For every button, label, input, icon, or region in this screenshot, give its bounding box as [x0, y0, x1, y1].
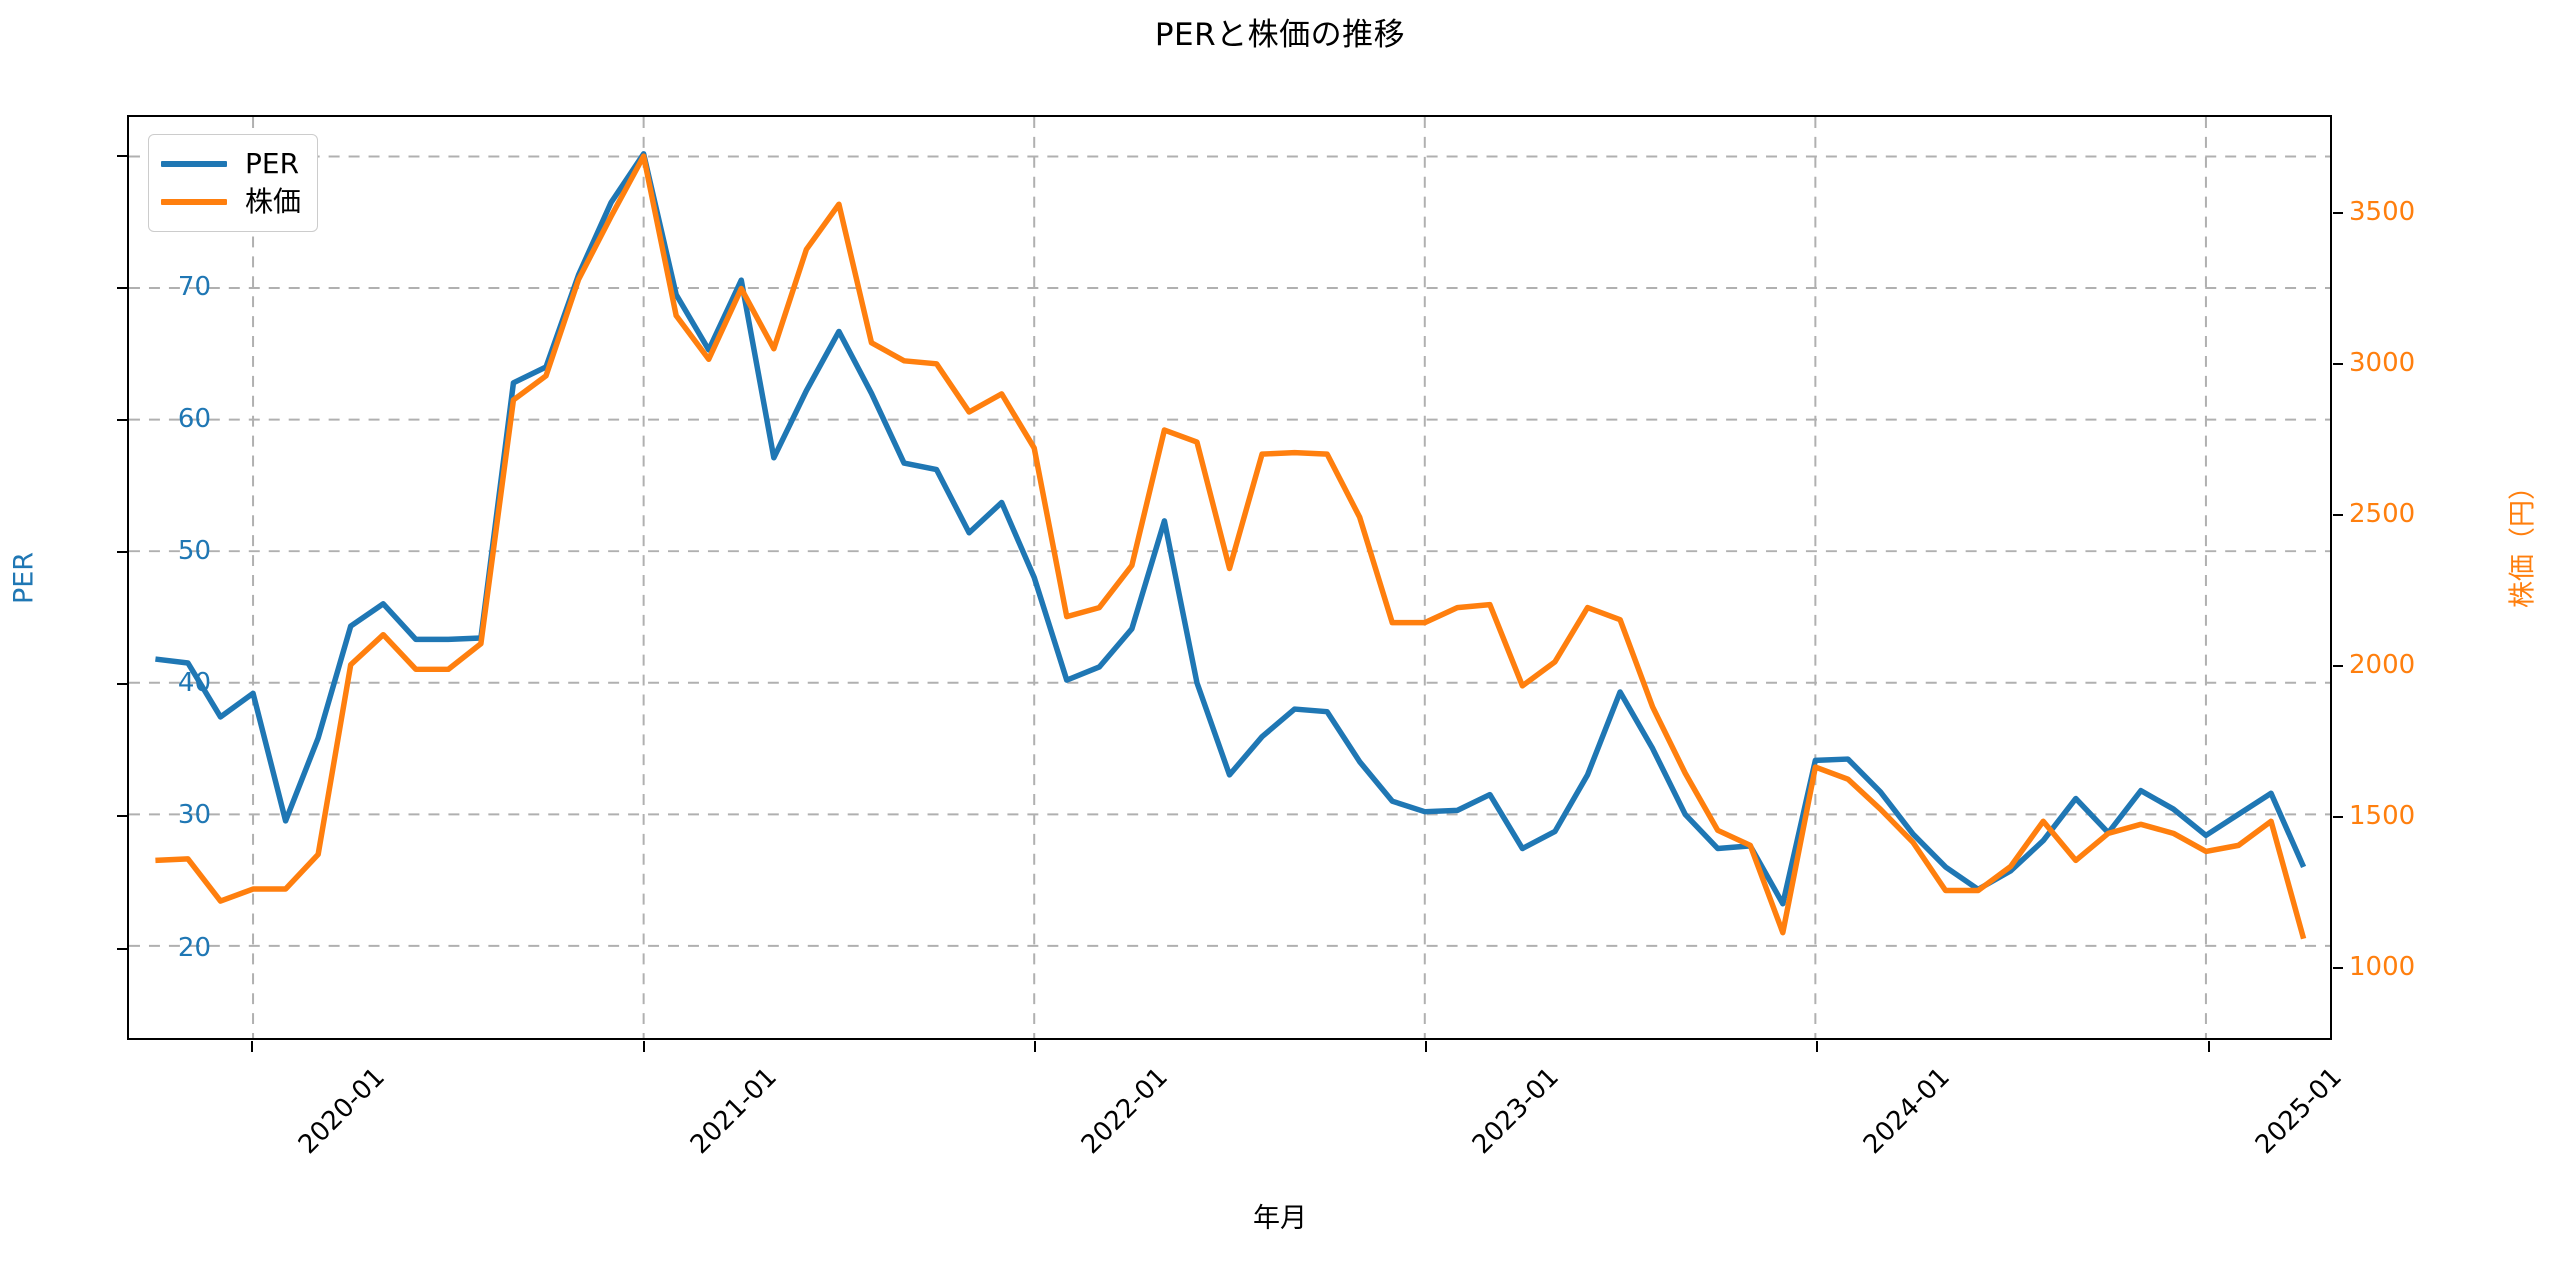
series-line-stock-price	[155, 153, 2307, 940]
y-axis-left-tick-mark	[117, 815, 127, 818]
x-axis-tick-label: 2024-01	[1858, 1062, 1957, 1161]
y-axis-left-tick-label: 30	[177, 800, 211, 831]
y-axis-left-tick-mark	[117, 154, 127, 157]
x-axis-tick-mark	[1425, 1041, 1428, 1052]
x-axis-tick-mark	[251, 1041, 254, 1052]
plot-area	[127, 115, 2332, 1040]
legend-color-swatch	[161, 199, 227, 205]
x-axis-tick-label: 2022-01	[1075, 1062, 1174, 1161]
y-axis-left-tick-mark	[117, 551, 127, 554]
y-axis-left-tick-label: 60	[177, 403, 211, 434]
y-axis-right-tick-mark	[2333, 211, 2343, 214]
y-axis-right-tick-mark	[2333, 514, 2343, 517]
y-axis-left-label: PER	[8, 551, 40, 604]
x-axis-tick-mark	[1033, 1041, 1036, 1052]
y-axis-right-tick-label: 2000	[2349, 650, 2416, 681]
x-axis-tick-mark	[2207, 1041, 2210, 1052]
legend[interactable]: PER 株価	[148, 134, 319, 232]
series-line-per	[155, 151, 2307, 907]
y-axis-left-tick-label: 70	[177, 271, 211, 302]
y-axis-left-label-wrap: PER	[0, 115, 46, 1040]
y-axis-right-label-wrap: 株価（円）	[2490, 115, 2550, 1040]
y-axis-right-tick-mark	[2333, 816, 2343, 819]
x-axis-tick-label: 2020-01	[293, 1062, 392, 1161]
y-axis-right-tick-label: 3500	[2349, 196, 2416, 227]
x-axis-tick-mark	[642, 1041, 645, 1052]
y-axis-right-tick-mark	[2333, 967, 2343, 970]
legend-color-swatch	[161, 161, 227, 167]
x-axis-tick-mark	[1816, 1041, 1819, 1052]
y-axis-right-tick-label: 1500	[2349, 801, 2416, 832]
x-axis-tick-label: 2025-01	[2249, 1062, 2348, 1161]
legend-item-stock-price[interactable]: 株価	[161, 183, 301, 221]
y-axis-right-tick-label: 1000	[2349, 952, 2416, 983]
y-axis-left-tick-mark	[117, 418, 127, 421]
x-axis-tick-label: 2023-01	[1466, 1062, 1565, 1161]
y-axis-left-tick-mark	[117, 286, 127, 289]
x-axis-label: 年月	[1253, 1203, 1307, 1234]
series-lines	[155, 151, 2307, 940]
y-axis-right-tick-label: 3000	[2349, 347, 2416, 378]
y-axis-right-tick-mark	[2333, 665, 2343, 668]
y-axis-left-tick-label: 50	[177, 536, 211, 567]
x-axis-tick-label: 2021-01	[684, 1062, 783, 1161]
y-axis-left-tick-mark	[117, 947, 127, 950]
y-axis-left-tick-label: 20	[177, 932, 211, 963]
y-axis-right-label: 株価（円）	[2507, 472, 2539, 608]
y-axis-right-tick-label: 2500	[2349, 499, 2416, 530]
y-axis-right-tick-mark	[2333, 362, 2343, 365]
legend-label: 株価	[245, 185, 302, 218]
legend-label: PER	[245, 147, 300, 180]
y-axis-left-tick-label: 40	[177, 668, 211, 699]
page-title: PERと株価の推移	[1154, 17, 1406, 53]
legend-item-per[interactable]: PER	[161, 145, 301, 183]
y-axis-left-tick-mark	[117, 683, 127, 686]
